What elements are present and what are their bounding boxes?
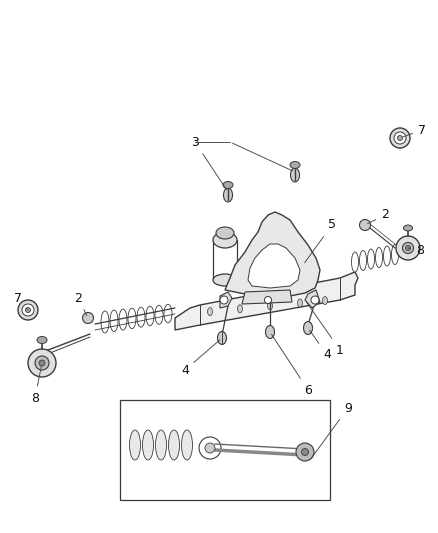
Ellipse shape xyxy=(146,306,154,326)
Ellipse shape xyxy=(164,304,172,323)
Ellipse shape xyxy=(218,332,226,344)
Ellipse shape xyxy=(213,274,237,286)
Polygon shape xyxy=(305,290,320,308)
Text: 4: 4 xyxy=(310,330,331,361)
Text: 2: 2 xyxy=(367,208,389,224)
Ellipse shape xyxy=(223,182,233,189)
Ellipse shape xyxy=(130,430,141,460)
Ellipse shape xyxy=(18,300,38,320)
Ellipse shape xyxy=(396,236,420,260)
Ellipse shape xyxy=(384,246,391,266)
Text: 7: 7 xyxy=(14,292,28,310)
Ellipse shape xyxy=(237,305,243,313)
Ellipse shape xyxy=(394,132,406,144)
Ellipse shape xyxy=(39,360,45,366)
Ellipse shape xyxy=(35,356,49,370)
Bar xyxy=(120,400,330,500)
Ellipse shape xyxy=(322,296,328,304)
Polygon shape xyxy=(248,244,300,288)
Polygon shape xyxy=(225,212,320,298)
Ellipse shape xyxy=(311,296,319,304)
Ellipse shape xyxy=(169,430,180,460)
Ellipse shape xyxy=(390,128,410,148)
Text: 7: 7 xyxy=(403,124,426,137)
Ellipse shape xyxy=(216,227,234,239)
Ellipse shape xyxy=(155,305,163,324)
Ellipse shape xyxy=(375,247,382,268)
Ellipse shape xyxy=(265,296,272,303)
Ellipse shape xyxy=(208,308,212,316)
Ellipse shape xyxy=(137,307,145,327)
Ellipse shape xyxy=(360,220,371,230)
Ellipse shape xyxy=(290,161,300,168)
Ellipse shape xyxy=(82,312,93,324)
Ellipse shape xyxy=(301,448,308,456)
Ellipse shape xyxy=(25,308,31,312)
Ellipse shape xyxy=(220,296,228,304)
Text: 1: 1 xyxy=(307,302,344,357)
Ellipse shape xyxy=(110,310,118,332)
Text: 6: 6 xyxy=(272,334,312,397)
Polygon shape xyxy=(220,292,232,308)
Text: 8: 8 xyxy=(31,366,42,405)
Ellipse shape xyxy=(297,299,303,307)
Polygon shape xyxy=(175,272,358,330)
Ellipse shape xyxy=(290,168,300,182)
Ellipse shape xyxy=(268,302,272,310)
Ellipse shape xyxy=(265,326,275,338)
Text: 2: 2 xyxy=(74,292,87,316)
Ellipse shape xyxy=(119,309,127,330)
Text: 5: 5 xyxy=(305,219,336,263)
Ellipse shape xyxy=(398,135,403,141)
Ellipse shape xyxy=(213,232,237,248)
Ellipse shape xyxy=(403,225,413,231)
Ellipse shape xyxy=(360,251,367,271)
Ellipse shape xyxy=(352,252,358,272)
Ellipse shape xyxy=(296,443,314,461)
Ellipse shape xyxy=(367,249,374,269)
Polygon shape xyxy=(242,290,292,304)
Ellipse shape xyxy=(406,246,410,251)
Ellipse shape xyxy=(22,304,34,316)
Text: 8: 8 xyxy=(408,244,424,256)
Ellipse shape xyxy=(28,349,56,377)
Ellipse shape xyxy=(128,308,136,329)
Ellipse shape xyxy=(304,321,312,335)
Ellipse shape xyxy=(101,311,109,333)
Ellipse shape xyxy=(223,188,233,202)
Ellipse shape xyxy=(199,437,221,459)
Text: 3: 3 xyxy=(191,135,226,190)
Ellipse shape xyxy=(205,443,215,453)
Ellipse shape xyxy=(181,430,192,460)
Ellipse shape xyxy=(403,243,413,254)
Ellipse shape xyxy=(37,336,47,343)
Ellipse shape xyxy=(155,430,166,460)
Ellipse shape xyxy=(142,430,153,460)
Text: 9: 9 xyxy=(312,401,352,458)
Ellipse shape xyxy=(392,245,399,264)
Text: 4: 4 xyxy=(181,340,220,376)
